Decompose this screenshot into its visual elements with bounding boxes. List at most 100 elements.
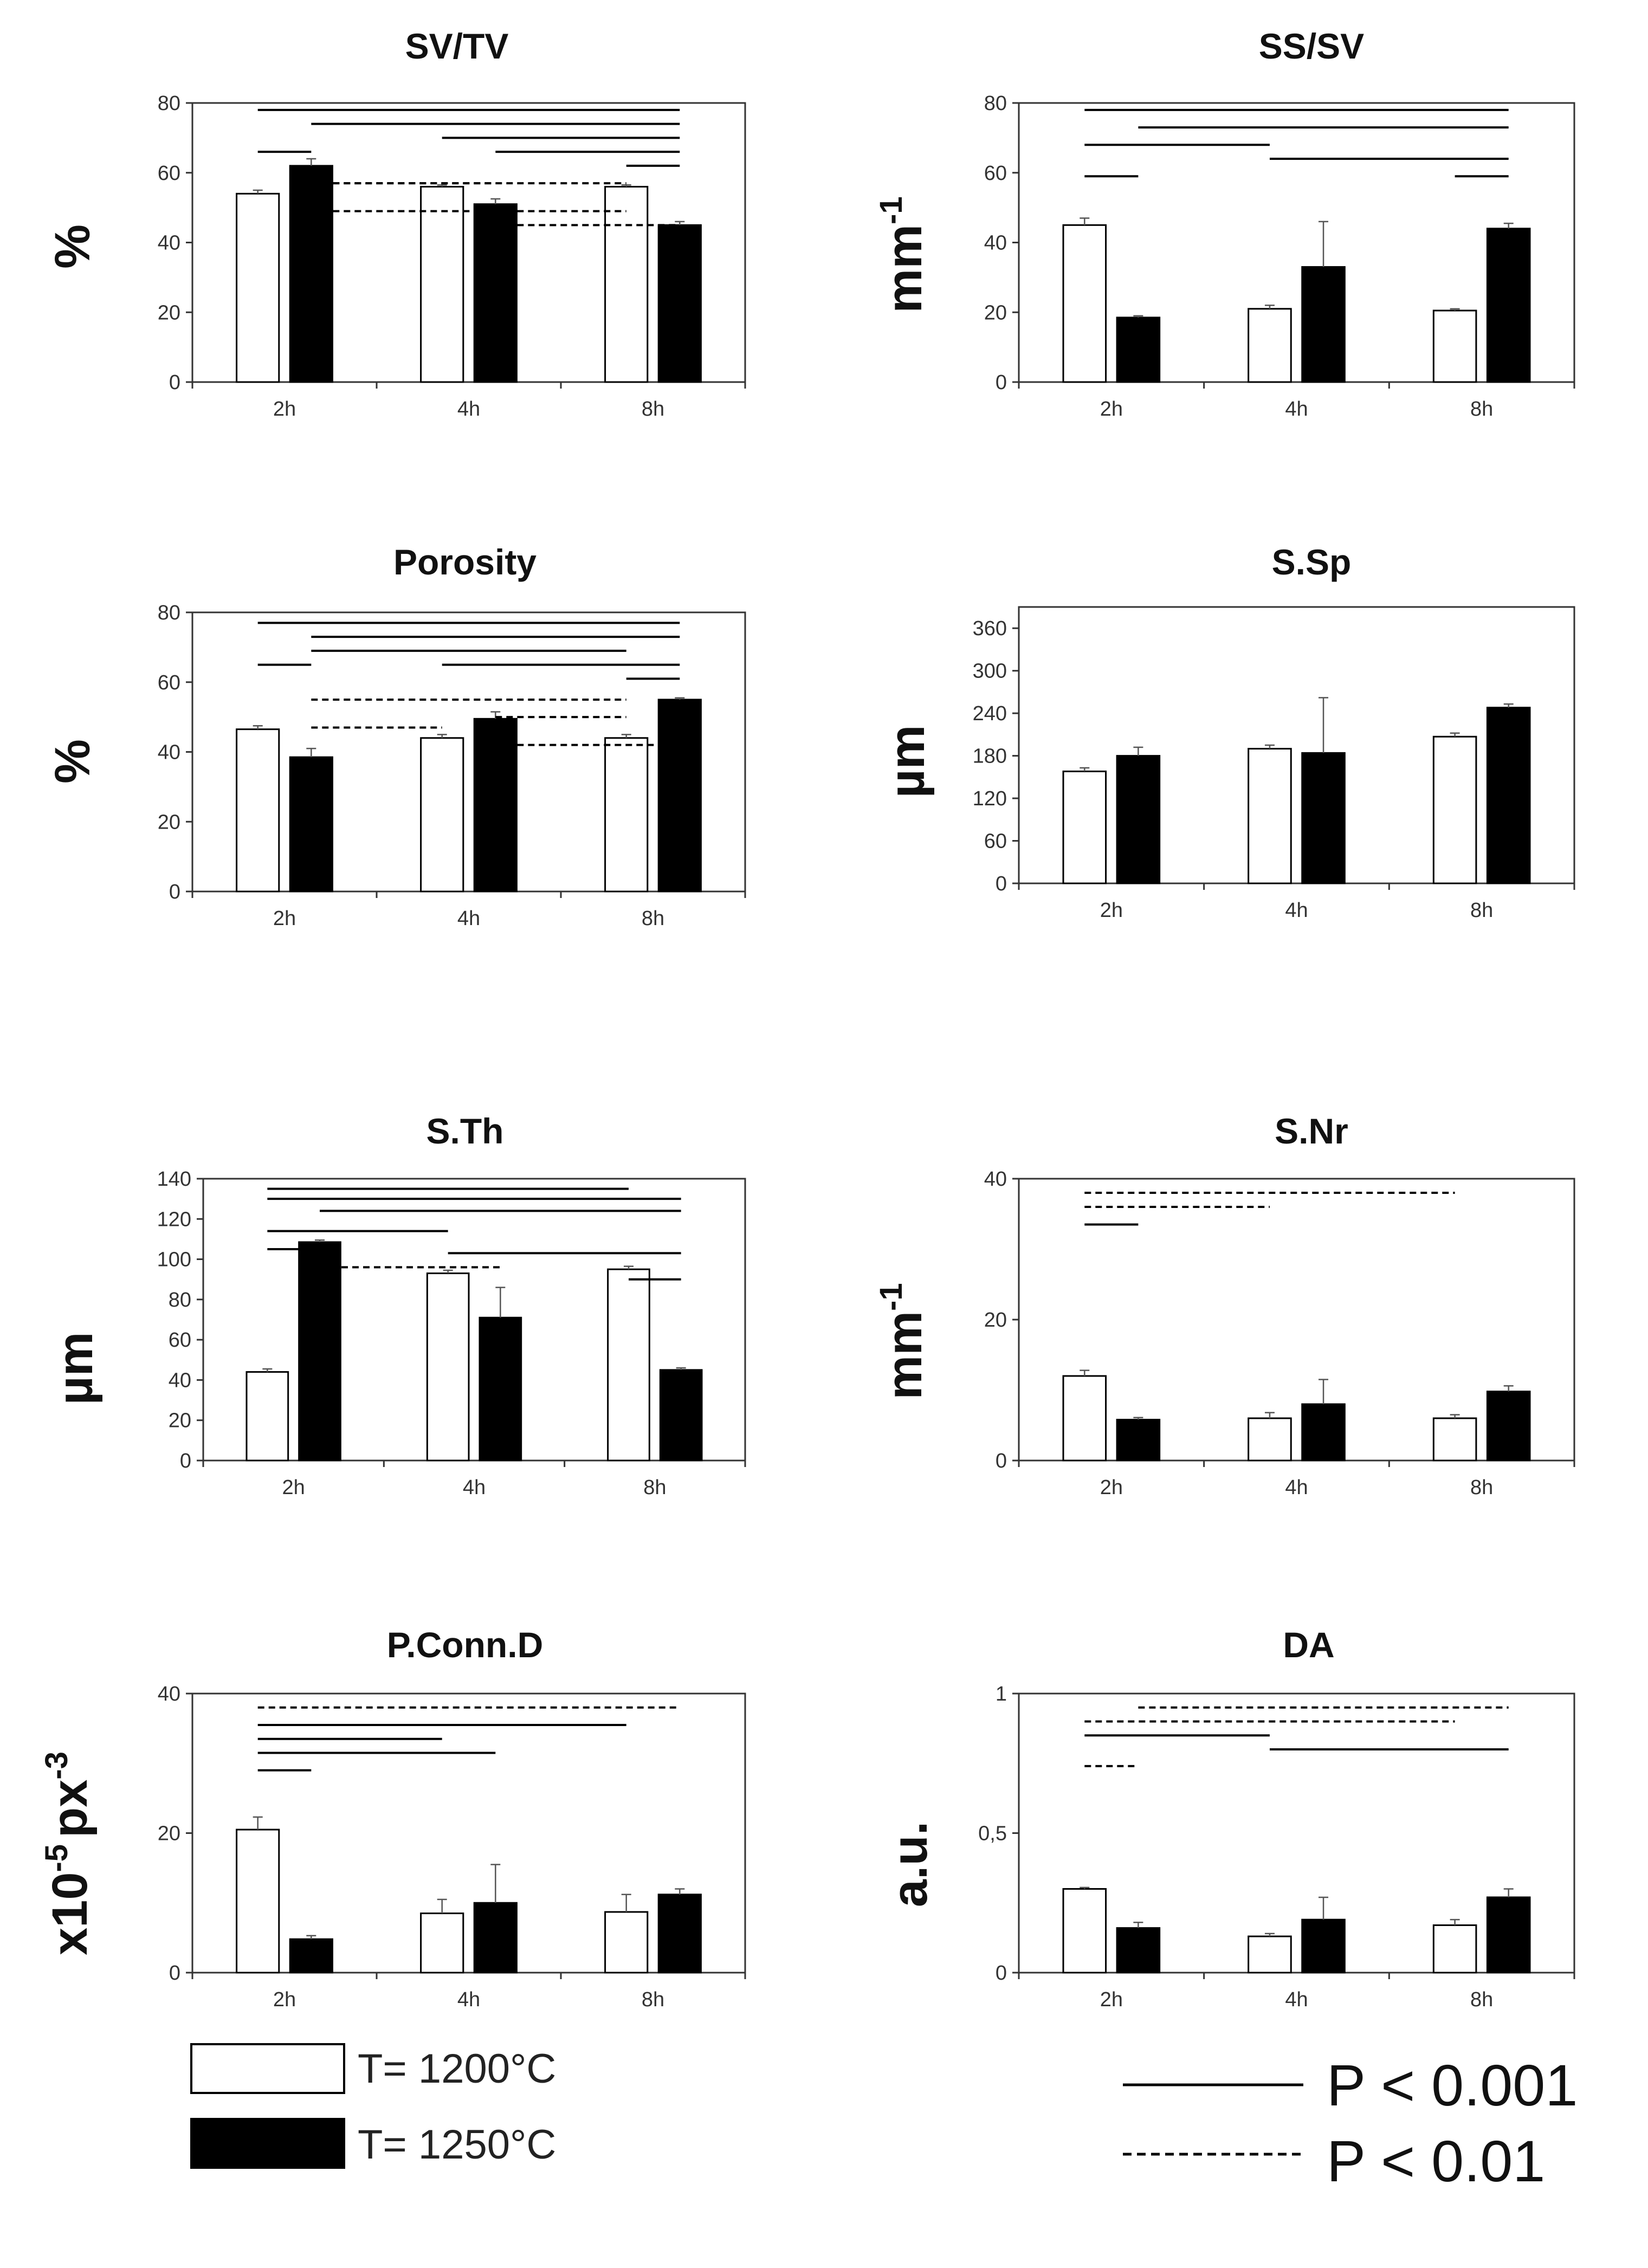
- y-tick-label: 0: [996, 1962, 1007, 1985]
- legend-label-p01: P < 0.01: [1327, 2128, 1545, 2194]
- bar-s-sp-2h-1200: [1062, 770, 1107, 884]
- y-tick-label: 20: [984, 301, 1007, 324]
- bar-p-conn-d-4h-1250: [473, 1902, 518, 1974]
- bar-p-conn-d-4h-1200: [420, 1912, 464, 1974]
- x-tick-label-8h: 8h: [1470, 1476, 1493, 1499]
- bar-ss-sv-2h-1200: [1062, 224, 1107, 383]
- bar-s-sp-8h-1200: [1432, 735, 1477, 884]
- y-tick-label: 0: [169, 371, 180, 394]
- y-tick-label: 60: [984, 162, 1007, 185]
- y-tick-label: 60: [984, 830, 1007, 853]
- y-tick-label: 40: [158, 232, 180, 255]
- y-axis-label-porosity: %: [45, 739, 100, 784]
- y-tick-label: 80: [984, 92, 1007, 115]
- x-tick-label-4h: 4h: [463, 1476, 486, 1499]
- y-tick-label: 140: [157, 1168, 191, 1191]
- legend-label-p001: P < 0.001: [1327, 2052, 1578, 2118]
- y-tick-label: 40: [158, 1683, 180, 1705]
- panel-title-ss-sv: SS/SV: [1259, 26, 1364, 66]
- bar-sv-tv-2h-1250: [289, 165, 333, 383]
- bar-s-sp-4h-1200: [1248, 748, 1292, 884]
- bar-s-th-2h-1250: [298, 1241, 341, 1462]
- plot-frame-s-sp: [1018, 606, 1575, 884]
- x-tick-label-2h: 2h: [273, 1988, 296, 2011]
- x-tick-label-2h: 2h: [1100, 1476, 1123, 1499]
- legend-label-1200: T= 1200°C: [358, 2046, 556, 2092]
- bar-sv-tv-4h-1250: [473, 203, 518, 383]
- y-tick-label: 0: [996, 1450, 1007, 1472]
- y-tick-label: 20: [169, 1410, 191, 1432]
- panel-title-s-th: S.Th: [426, 1111, 504, 1151]
- y-tick-label: 60: [158, 162, 180, 185]
- bar-sv-tv-8h-1250: [657, 224, 702, 383]
- x-tick-label-2h: 2h: [273, 907, 296, 930]
- bar-sv-tv-8h-1200: [604, 186, 649, 383]
- x-tick-label-2h: 2h: [1100, 899, 1123, 922]
- y-axis-label-s-nr: mm-1: [874, 1283, 932, 1399]
- bar-s-nr-4h-1250: [1301, 1403, 1346, 1462]
- plot-p-conn-d: 0 20 40 2h 4h 8h: [158, 1683, 746, 2011]
- plot-da: 0 0,5 1 2h 4h 8h: [978, 1683, 1575, 2011]
- bar-porosity-8h-1250: [657, 699, 702, 893]
- y-tick-label: 40: [984, 1168, 1007, 1191]
- y-tick-label: 360: [973, 617, 1007, 640]
- y-tick-label: 120: [157, 1208, 191, 1231]
- bar-ss-sv-2h-1250: [1116, 316, 1161, 383]
- bar-s-sp-2h-1250: [1116, 755, 1161, 884]
- y-tick-label: 20: [158, 301, 180, 324]
- y-tick-label: 1: [996, 1683, 1007, 1705]
- bar-s-th-2h-1200: [245, 1371, 289, 1462]
- panel-title-s-sp: S.Sp: [1272, 542, 1352, 582]
- x-tick-label-2h: 2h: [1100, 1988, 1123, 2011]
- y-tick-label: 0: [996, 873, 1007, 895]
- bar-ss-sv-4h-1250: [1301, 266, 1346, 383]
- y-tick-label: 300: [973, 660, 1007, 683]
- bar-s-th-4h-1200: [426, 1272, 470, 1462]
- x-tick-label-2h: 2h: [1100, 398, 1123, 421]
- x-tick-label-8h: 8h: [642, 907, 664, 930]
- bar-sv-tv-2h-1200: [236, 192, 280, 383]
- y-tick-label: 80: [169, 1289, 191, 1311]
- plot-s-nr: 0 20 40 2h 4h 8h: [984, 1168, 1575, 1499]
- bar-s-th-8h-1200: [607, 1268, 650, 1462]
- x-tick-label-4h: 4h: [457, 398, 480, 421]
- panel-title-sv-tv: SV/TV: [405, 26, 509, 66]
- bar-da-4h-1250: [1301, 1918, 1346, 1974]
- panel-title-da: DA: [1283, 1625, 1334, 1665]
- x-tick-label-4h: 4h: [457, 907, 480, 930]
- bar-sv-tv-4h-1200: [420, 186, 464, 383]
- y-tick-label: 40: [158, 741, 180, 764]
- x-tick-label-8h: 8h: [643, 1476, 666, 1499]
- y-tick-label: 60: [169, 1329, 191, 1352]
- y-axis-label-s-th: µm: [48, 1332, 103, 1405]
- y-tick-label: 120: [973, 787, 1007, 810]
- bar-s-nr-4h-1200: [1248, 1417, 1292, 1462]
- bar-s-sp-4h-1250: [1301, 752, 1346, 884]
- x-tick-label-4h: 4h: [1285, 1988, 1308, 2011]
- x-tick-label-8h: 8h: [1470, 1988, 1493, 2011]
- bar-ss-sv-4h-1200: [1248, 308, 1292, 383]
- x-tick-label-8h: 8h: [642, 398, 664, 421]
- x-tick-label-8h: 8h: [1470, 398, 1493, 421]
- bar-p-conn-d-2h-1200: [236, 1828, 280, 1974]
- y-axis-label-ss-sv: mm-1: [874, 196, 932, 313]
- bar-s-nr-2h-1200: [1062, 1375, 1107, 1462]
- bar-da-8h-1200: [1432, 1924, 1477, 1974]
- y-tick-label: 40: [984, 232, 1007, 255]
- legend-swatch-1200: [190, 2043, 345, 2094]
- bar-porosity-2h-1250: [289, 756, 333, 893]
- bar-porosity-8h-1200: [604, 737, 649, 893]
- legend-label-1250: T= 1250°C: [358, 2122, 556, 2168]
- bar-p-conn-d-8h-1200: [604, 1911, 649, 1974]
- panel-title-porosity: Porosity: [393, 542, 537, 582]
- panel-title-s-nr: S.Nr: [1275, 1111, 1348, 1151]
- y-tick-label: 0: [169, 1962, 180, 1985]
- bar-da-8h-1250: [1486, 1896, 1531, 1974]
- plot-ss-sv: 0 20 40 60 80 2h 4h 8h: [984, 92, 1575, 421]
- plot-s-th: 0 20 40 60 80 100 120 140 2h 4h 8h: [157, 1168, 746, 1499]
- bar-p-conn-d-8h-1250: [657, 1894, 702, 1974]
- x-tick-label-4h: 4h: [1285, 398, 1308, 421]
- y-tick-label: 100: [157, 1249, 191, 1271]
- y-axis-label-p-conn-d: x10-5px-3: [39, 1752, 98, 1955]
